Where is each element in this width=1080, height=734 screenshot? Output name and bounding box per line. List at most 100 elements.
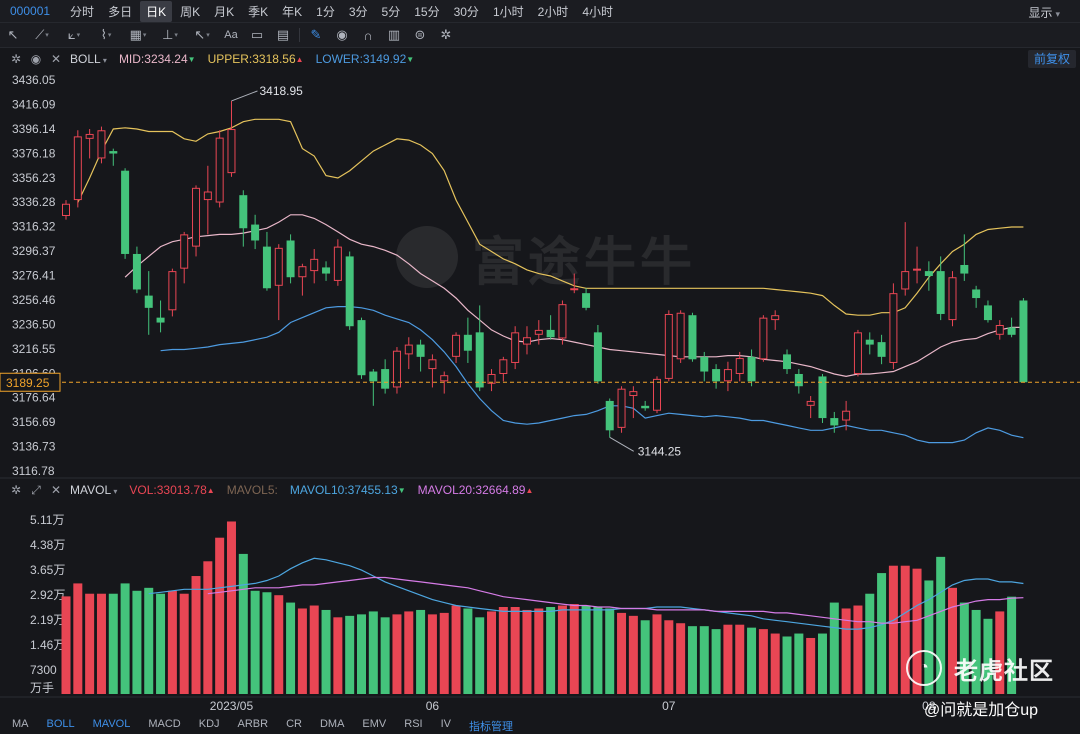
volume-bar [628,615,638,694]
cursor-icon[interactable]: ↖ [7,27,19,42]
trash-icon[interactable]: ▥ [387,27,401,42]
candle-body [262,246,271,289]
indicator-tab[interactable]: MAVOL [92,718,131,730]
candle-body [877,342,886,357]
fibonacci-icon[interactable]: ▦ ▾ [129,27,147,42]
period-tab[interactable]: 5分 [381,4,401,19]
indicator-tab[interactable]: KDJ [198,718,220,730]
mavol5-value: MAVOL5: [226,483,278,497]
period-tab[interactable]: 3分 [348,4,368,19]
volume-bar [73,583,83,694]
price-tick-label: 3416.09 [12,97,56,111]
indicator-tab[interactable]: MACD [148,718,181,730]
candle-body [487,373,496,384]
candle-body [203,191,212,201]
period-tab[interactable]: 多日 [108,4,133,19]
period-tab[interactable]: 分时 [70,4,95,19]
candle-body [440,375,449,382]
price-tick-label: 3176.64 [12,391,56,405]
volume-bar [309,605,319,694]
indicator-tab[interactable]: IV [440,718,452,730]
volume-bar [581,605,591,694]
volume-bar [238,553,248,694]
close-icon[interactable]: ✕ [50,483,62,497]
volume-bar [959,602,969,694]
price-tick-label: 3116.78 [12,464,55,478]
candle-body [499,359,508,374]
period-tab[interactable]: 2小时 [537,4,569,19]
mavol10-value: MAVOL10:37455.13 [289,483,398,497]
indicator-tab[interactable]: MA [12,718,29,730]
candle-body [570,288,579,291]
watermark: 富途牛牛 [396,222,756,292]
period-tab[interactable]: 1小时 [492,4,524,19]
boll-mid-line [124,214,1024,378]
boll-indicator-select[interactable]: BOLL [70,52,107,66]
note-icon[interactable]: ▤ [276,27,290,42]
boll-upper-value: UPPER:3318.56 [207,52,296,66]
candle-body [475,332,484,388]
period-tab[interactable]: 30分 [453,4,479,19]
candle-body [641,405,650,409]
period-tab[interactable]: 季K [248,4,269,19]
candle-body [73,136,82,201]
measure-icon[interactable]: ⊥ ▾ [162,27,178,42]
text-tool-icon[interactable]: Aa [218,24,244,46]
mavol-indicator-select[interactable]: MAVOL [70,483,117,497]
candle-body [239,195,248,229]
pen-icon[interactable]: ✎ [310,27,322,42]
candle-body [617,388,626,428]
period-tab[interactable]: 1分 [316,4,335,19]
volume-bar [723,624,733,694]
indicator-tab[interactable]: CR [286,718,302,730]
candle-body [676,312,685,360]
period-bar: 000001 分时 多日 日K 周K 月K 季K 年K 1分 3分 5分 15分 30分 1小时 2小时 4… [0,0,1080,23]
volume-bar [439,612,449,694]
price-adjust-button[interactable]: 前复权 [1027,50,1076,68]
indicator-tab[interactable]: DMA [319,718,345,730]
period-tab[interactable]: 周K [180,4,201,19]
period-tab[interactable]: 15分 [414,4,440,19]
line-tool-icon[interactable]: ⟋ ▾ [35,27,49,42]
candle-body [723,369,732,382]
volume-bar [250,590,260,694]
toggle-icon[interactable]: ◉ [30,52,42,66]
indicator-tab[interactable]: EMV [362,718,387,730]
period-tab[interactable]: 4小时 [582,4,613,19]
toolbar-divider [299,28,300,42]
eye-icon[interactable]: ◉ [336,27,348,42]
indicator-tab[interactable]: ARBR [237,718,269,730]
arrow-tool-icon[interactable]: ↖ ▾ [194,27,210,42]
settings-icon[interactable]: ✲ [440,27,452,42]
volume-bar [427,614,437,694]
indicator-tabs: MA BOLL MAVOL MACD KDJ ARBR CR DMA EMV RSI IV 指标管理 [0,718,600,733]
volume-bar [274,595,284,694]
candle-body [192,187,201,247]
period-tab[interactable]: 月K [214,4,235,19]
period-tab[interactable]: 日K [140,0,173,22]
volume-bar [995,611,1005,694]
layers-icon[interactable]: ⊜ [414,27,426,42]
indicator-tab[interactable]: BOLL [46,718,75,730]
wave-tool-icon[interactable]: ⌇ ▾ [100,27,112,42]
current-price-label: 3189.25 [6,376,50,390]
settings-icon[interactable]: ✲ [10,52,22,66]
candle-body [121,170,130,254]
close-icon[interactable]: ✕ [50,52,62,66]
magnet-icon[interactable]: ∩ [363,27,373,43]
comment-icon[interactable]: ▭ [250,27,264,42]
volume-bar [226,521,236,694]
period-tab[interactable]: 年K [282,4,303,19]
volume-bar [297,608,307,694]
volume-bar [747,627,757,694]
mavol20-arrow-icon: ▲ [525,485,534,495]
ray-tool-icon[interactable]: ⟀ ▾ [67,27,81,42]
candle-body [794,373,803,387]
display-menu[interactable]: 显示 [1028,4,1060,21]
stock-code[interactable]: 000001 [10,4,51,18]
expand-icon[interactable]: ⤢ [31,482,41,497]
indicator-tab[interactable]: RSI [404,718,423,730]
boll-upper-line [77,118,1024,316]
settings-icon[interactable]: ✲ [10,483,22,497]
